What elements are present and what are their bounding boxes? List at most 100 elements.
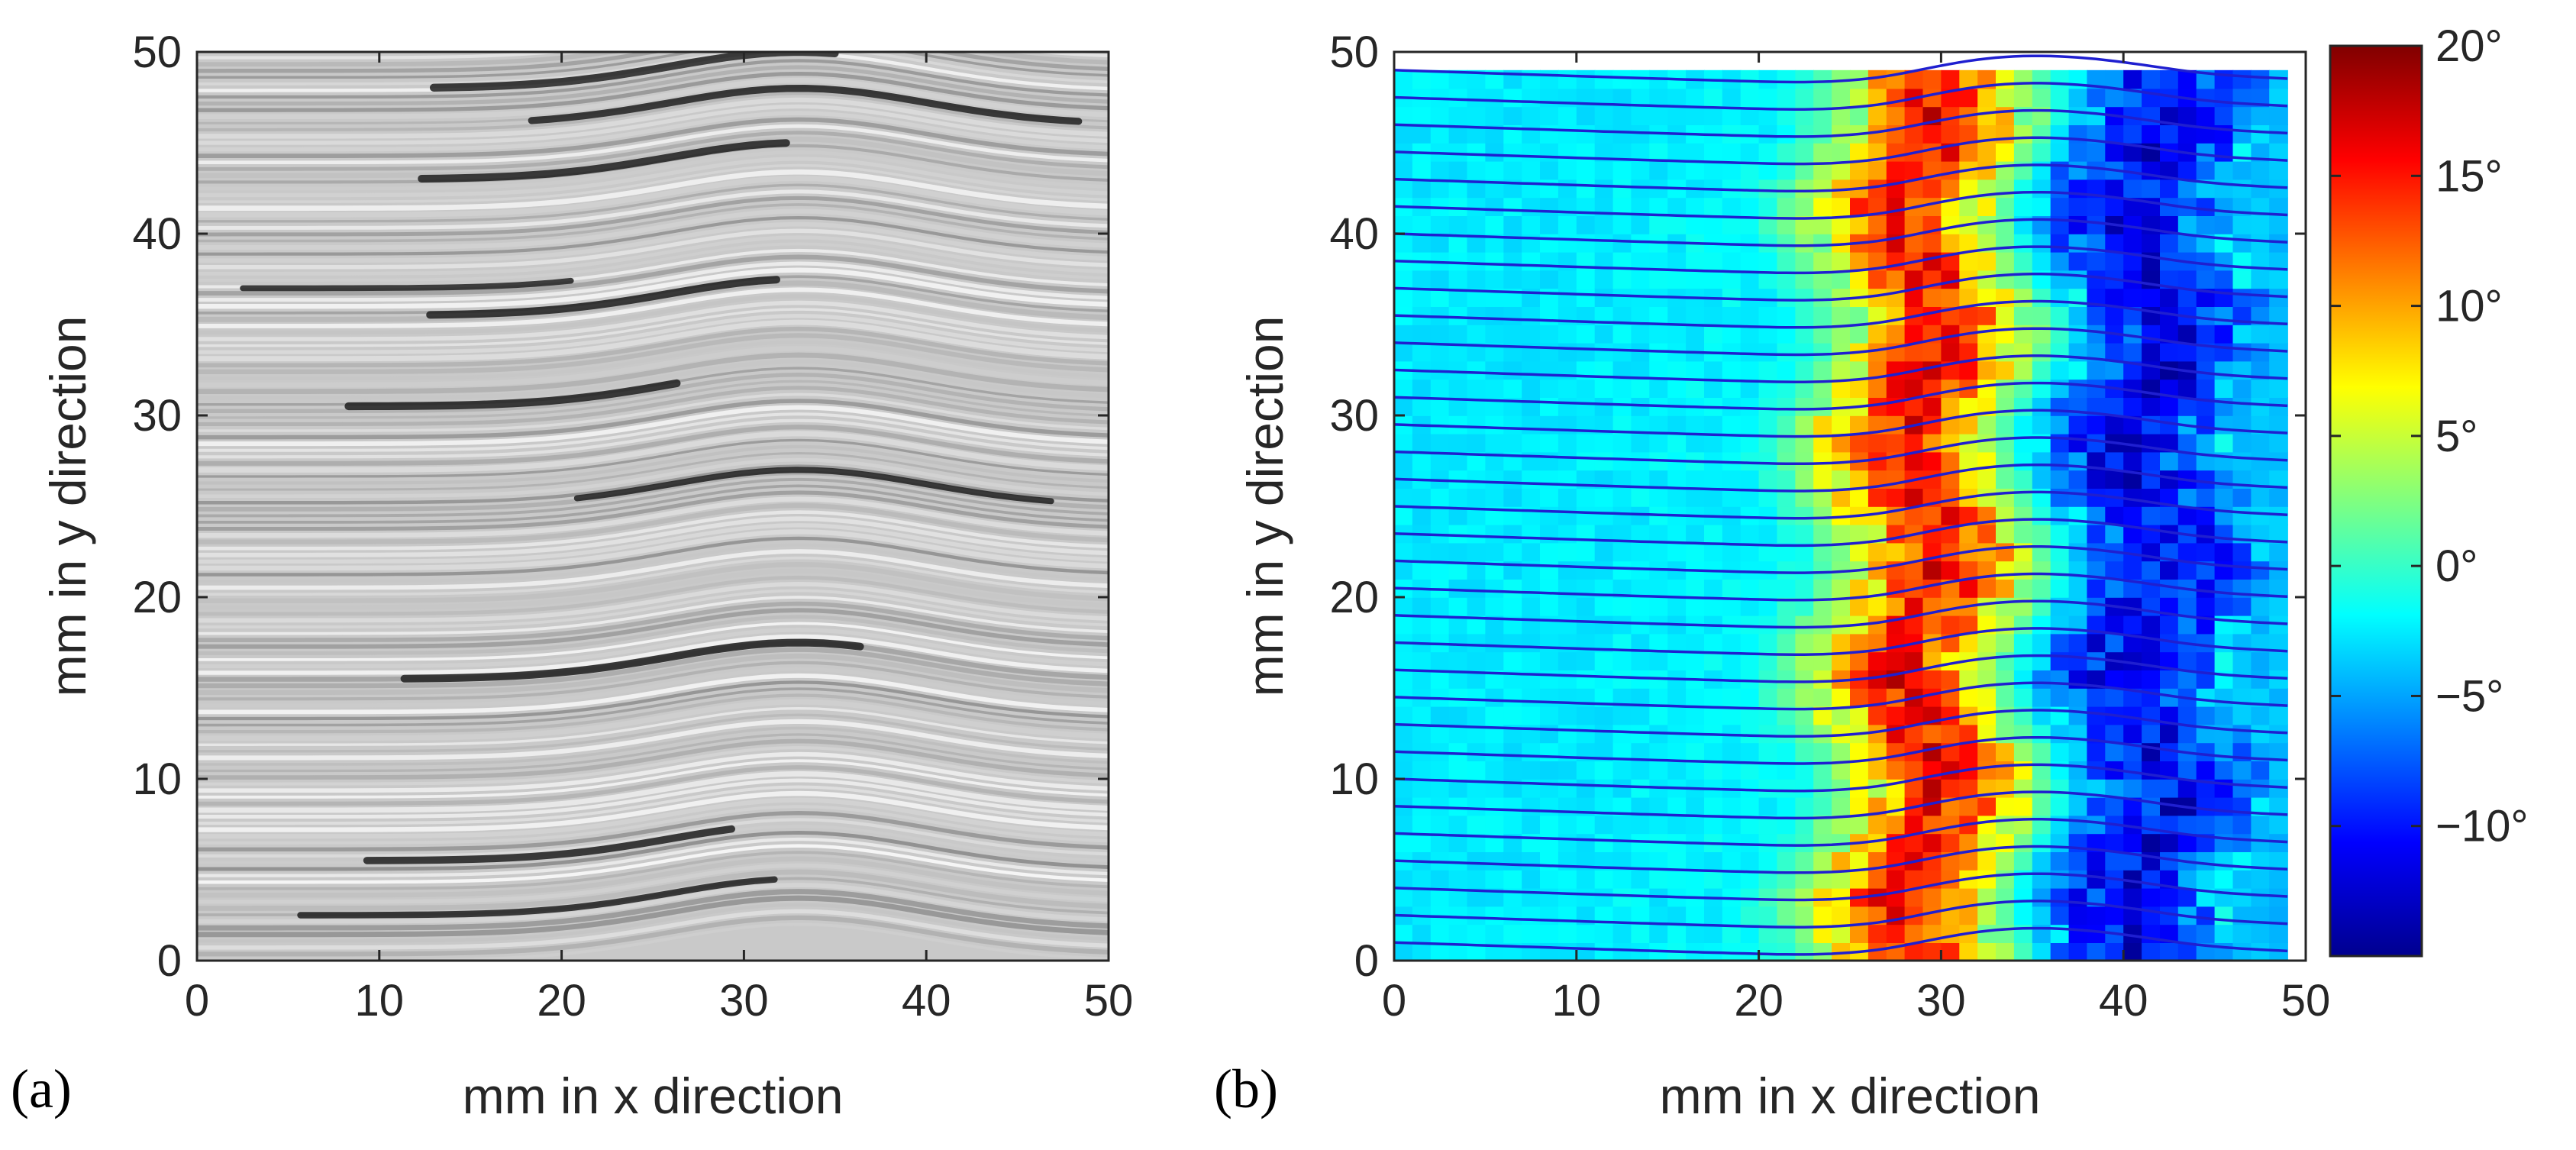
heatmap-cell — [2123, 124, 2142, 144]
heatmap-cell — [1430, 542, 1450, 562]
fiber-strand — [197, 261, 1109, 302]
heatmap-cell — [1576, 761, 1596, 780]
heatmap-cell — [1430, 924, 1450, 943]
heatmap-cell — [1649, 160, 1668, 180]
heatmap-cell — [1777, 688, 1796, 707]
heatmap-cell — [1485, 524, 1505, 544]
heatmap-cell — [1850, 815, 1869, 835]
heatmap-cell — [1813, 670, 1832, 689]
heatmap-cell — [1522, 124, 1541, 144]
heatmap-cell — [2251, 451, 2271, 471]
heatmap-cell — [1649, 706, 1668, 725]
heatmap-cell — [1430, 815, 1450, 835]
heatmap-cell — [1850, 360, 1869, 380]
heatmap-cell — [1448, 906, 1468, 925]
fiber-strand — [197, 622, 1109, 661]
heatmap-cell — [2087, 379, 2106, 398]
heatmap-cell — [1522, 470, 1541, 489]
heatmap-cell — [1704, 488, 1723, 507]
heatmap-cell — [1850, 251, 1869, 271]
heatmap-cell — [1996, 106, 2015, 125]
heatmap-cell — [2269, 870, 2288, 889]
fiber-strand — [197, 543, 1109, 583]
heatmap-cell — [2177, 597, 2197, 616]
heatmap-cell — [1394, 870, 1413, 889]
heatmap-cell — [2068, 796, 2088, 816]
heatmap-cell — [2087, 197, 2106, 216]
heatmap-cell — [1394, 451, 1413, 471]
heatmap-cell — [1540, 124, 1559, 144]
fiber-path-line — [1394, 572, 2288, 602]
heatmap-cell — [1832, 579, 1851, 598]
heatmap-cell — [2032, 415, 2051, 434]
heatmap-cell — [2269, 597, 2288, 616]
heatmap-cell — [1522, 506, 1541, 525]
heatmap-cell — [1777, 506, 1796, 525]
heatmap-cell — [2251, 379, 2271, 398]
heatmap-cell — [2269, 651, 2288, 670]
fiber-strand — [197, 477, 1109, 518]
heatmap-cell — [1522, 597, 1541, 616]
heatmap-cell — [1832, 415, 1851, 434]
heatmap-cell — [1649, 306, 1668, 325]
heatmap-cell — [2087, 470, 2106, 489]
heatmap-cell — [1941, 870, 1961, 889]
heatmap-cell — [1959, 397, 1978, 416]
heatmap-cell — [2214, 670, 2234, 689]
heatmap-cell — [2050, 579, 2070, 598]
heatmap-cell — [2032, 234, 2051, 253]
heatmap-cell — [1795, 506, 1815, 525]
heatmap-cell — [1722, 579, 1742, 598]
heatmap-cell — [1813, 833, 1832, 852]
heatmap-cell — [1594, 924, 1614, 943]
heatmap-cell — [2177, 815, 2197, 835]
fiber-path-line — [1394, 926, 2288, 956]
heatmap-cell — [1667, 688, 1687, 707]
heatmap-cell — [1631, 706, 1651, 725]
heatmap-cell — [1522, 796, 1541, 816]
heatmap-cell — [1612, 506, 1632, 525]
heatmap-cell — [1777, 251, 1796, 271]
heatmap-cell — [1540, 887, 1559, 907]
heatmap-cell — [1612, 761, 1632, 780]
heatmap-cell — [1667, 796, 1687, 816]
heatmap-cell — [1649, 633, 1668, 653]
heatmap-cell — [1996, 706, 2015, 725]
heatmap-cell — [1996, 143, 2015, 162]
heatmap-cell — [2177, 379, 2197, 398]
heatmap-cell — [1904, 160, 1924, 180]
heatmap-cell — [1959, 470, 1978, 489]
heatmap-cell — [1777, 851, 1796, 871]
heatmap-cell — [1522, 488, 1541, 507]
heatmap-cell — [1576, 451, 1596, 471]
heatmap-cell — [1667, 270, 1687, 289]
heatmap-cell — [1467, 415, 1487, 434]
heatmap-cell — [2142, 179, 2161, 199]
heatmap-cell — [1777, 615, 1796, 635]
heatmap-cell — [1941, 542, 1961, 562]
heatmap-cell — [1448, 197, 1468, 216]
heatmap-cell — [1522, 379, 1541, 398]
heatmap-cell — [1941, 942, 1961, 961]
heatmap-cell — [2251, 597, 2271, 616]
heatmap-cell — [1412, 651, 1432, 670]
heatmap-cell — [1503, 325, 1522, 344]
heatmap-cell — [1649, 88, 1668, 108]
heatmap-cell — [1485, 88, 1505, 108]
heatmap-cell — [1959, 615, 1978, 635]
heatmap-cell — [1412, 488, 1432, 507]
heatmap-cell — [2214, 143, 2234, 162]
heatmap-cell — [2050, 651, 2070, 670]
heatmap-cell — [1996, 779, 2015, 798]
heatmap-cell — [1558, 670, 1577, 689]
heatmap-cell — [2214, 542, 2234, 562]
heatmap-cell — [1576, 651, 1596, 670]
heatmap-cell — [1722, 306, 1742, 325]
heatmap-cell — [1394, 397, 1413, 416]
heatmap-cell — [1850, 924, 1869, 943]
heatmap-cell — [1448, 633, 1468, 653]
heatmap-cell — [2196, 360, 2216, 380]
heatmap-cell — [1594, 597, 1614, 616]
heatmap-cell — [1813, 179, 1832, 199]
heatmap-cell — [1558, 560, 1577, 580]
